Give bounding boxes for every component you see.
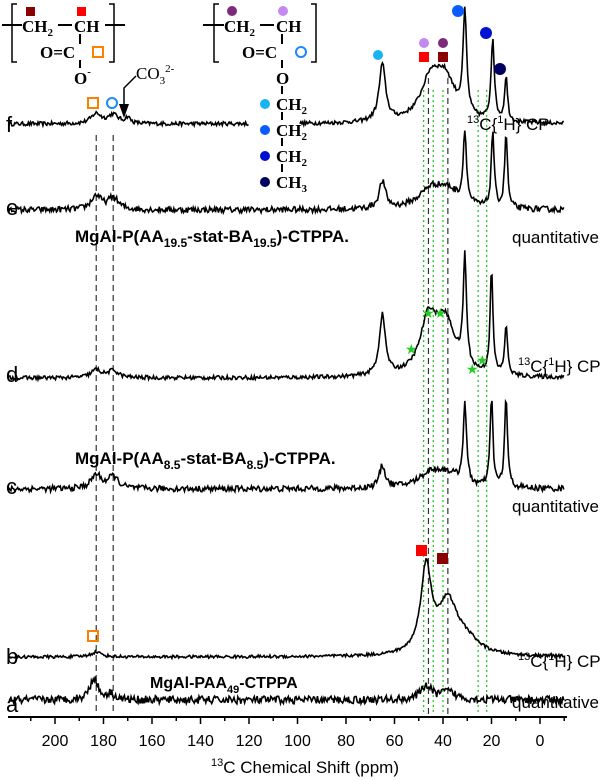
- x-tick-label: 160: [139, 733, 166, 750]
- marker-f-ba-ch: [419, 38, 429, 48]
- spectrum-trace-d: [8, 250, 565, 383]
- spectrum-trace-a: [8, 676, 565, 707]
- quant-label-e: quantitative: [512, 228, 599, 247]
- quant-label-a: quantitative: [512, 693, 599, 712]
- marker-ba-ch: [278, 6, 288, 16]
- x-tick-label: 200: [42, 733, 69, 750]
- cp-label-b: 13C{1H} CP: [518, 651, 601, 671]
- cp-label-f: 13C{1H} CP: [467, 114, 550, 134]
- oc-text: O=C: [40, 43, 75, 62]
- svg-text:CH3: CH3: [276, 173, 308, 195]
- svg-text:O: O: [276, 69, 289, 88]
- marker-aa-ch2: [26, 7, 35, 16]
- carbonate-arrowhead: [119, 104, 129, 118]
- structure-butyl-acrylate: CH2 CH O=C O CH2 CH2 CH2 CH3: [203, 3, 317, 195]
- bracket-right: [311, 3, 317, 63]
- svg-text:CH2: CH2: [276, 95, 308, 117]
- x-tick-label: 120: [236, 733, 263, 750]
- ch-text: CH: [74, 17, 100, 36]
- bracket-right: [109, 3, 115, 63]
- label-e: e: [6, 195, 18, 220]
- marker-ba-och2: [260, 99, 270, 109]
- star-icon: ★: [466, 361, 479, 377]
- quant-label-c: quantitative: [512, 497, 599, 516]
- green-stars: ★ ★ ★ ★ ★: [405, 305, 489, 377]
- marker-f-ba-ch2: [438, 38, 448, 48]
- structure-acrylate: CH2 CH O=C O-: [2, 3, 125, 88]
- star-icon: ★: [405, 341, 418, 357]
- star-icon: ★: [434, 305, 447, 321]
- marker-ba-ch2-c: [260, 151, 270, 161]
- marker-aa-co: [92, 46, 104, 58]
- o-minus-text: O-: [74, 66, 91, 88]
- marker-f-ch3: [494, 63, 506, 75]
- marker-b-aa-ch: [416, 545, 427, 556]
- label-d: d: [6, 362, 18, 387]
- method-labels: 13C{1H} CP quantitative 13C{1H} CP quant…: [467, 114, 601, 712]
- spectra: [8, 6, 565, 707]
- peak-markers: ★ ★ ★ ★ ★: [87, 5, 506, 642]
- marker-ba-co: [295, 46, 307, 58]
- svg-text:CH2: CH2: [224, 17, 256, 39]
- label-c: c: [6, 474, 17, 499]
- sample-label-c: MgAl-P(AA8.5-stat-BA8.5)-CTPPA.: [75, 449, 336, 472]
- x-tick-label: 40: [434, 733, 452, 750]
- bracket-left: [213, 3, 219, 63]
- spectrum-trace-b: [8, 557, 564, 661]
- spectrum-trace-c: [8, 398, 565, 495]
- marker-aa-ch: [77, 7, 86, 16]
- marker-ba-ch2: [227, 6, 237, 16]
- label-f: f: [6, 112, 13, 137]
- star-icon: ★: [476, 352, 489, 368]
- x-tick-label: 80: [337, 733, 355, 750]
- cp-label-d: 13C{1H} CP: [518, 356, 601, 376]
- x-tick-label: 20: [483, 733, 501, 750]
- marker-f-ch2-b: [452, 5, 464, 17]
- x-axis-title: 13C Chemical Shift (ppm): [211, 757, 399, 777]
- ch2-text: CH2: [22, 17, 54, 39]
- marker-b-aa-ch2: [437, 553, 448, 564]
- marker-f-ba-co: [106, 97, 118, 109]
- label-b: b: [6, 644, 18, 669]
- spectrum-trace-f: [299, 6, 565, 129]
- reference-lines: [95, 78, 488, 715]
- marker-f-ch2-c: [480, 27, 492, 39]
- marker-f-aa-co: [87, 97, 99, 109]
- sample-label-a: MgAl-PAA49-CTPPA: [150, 675, 298, 696]
- spectrum-trace-f: [8, 110, 249, 129]
- star-icon: ★: [422, 305, 435, 321]
- marker-ba-ch2-b: [260, 125, 270, 135]
- marker-b-aa-co: [87, 630, 99, 642]
- svg-text:CH2: CH2: [276, 147, 308, 169]
- marker-f-aa-ch: [419, 52, 429, 62]
- spectrum-trace-e: [8, 130, 565, 216]
- x-tick-label: 100: [284, 733, 311, 750]
- spectrum-letters: f e d c b a: [6, 112, 19, 717]
- x-tick-label: 180: [90, 733, 117, 750]
- bracket-left: [11, 3, 17, 63]
- x-tick-label: 60: [386, 733, 404, 750]
- x-axis-ticks: 200 180 160 140 120 100 80 60 40 20 0: [30, 717, 565, 750]
- carbonate-label: CO32-: [136, 63, 175, 87]
- svg-text:CH: CH: [276, 17, 302, 36]
- sample-labels: MgAl-P(AA19.5-stat-BA19.5)-CTPPA. MgAl-P…: [75, 227, 349, 696]
- sample-label-e: MgAl-P(AA19.5-stat-BA19.5)-CTPPA.: [75, 227, 349, 250]
- x-tick-label: 0: [536, 733, 545, 750]
- label-a: a: [6, 692, 19, 717]
- svg-text:CH2: CH2: [276, 121, 308, 143]
- svg-text:O=C: O=C: [242, 43, 277, 62]
- x-tick-label: 140: [187, 733, 214, 750]
- marker-f-och2: [373, 50, 383, 60]
- marker-f-aa-ch2: [438, 52, 448, 62]
- marker-ba-ch3: [260, 177, 270, 187]
